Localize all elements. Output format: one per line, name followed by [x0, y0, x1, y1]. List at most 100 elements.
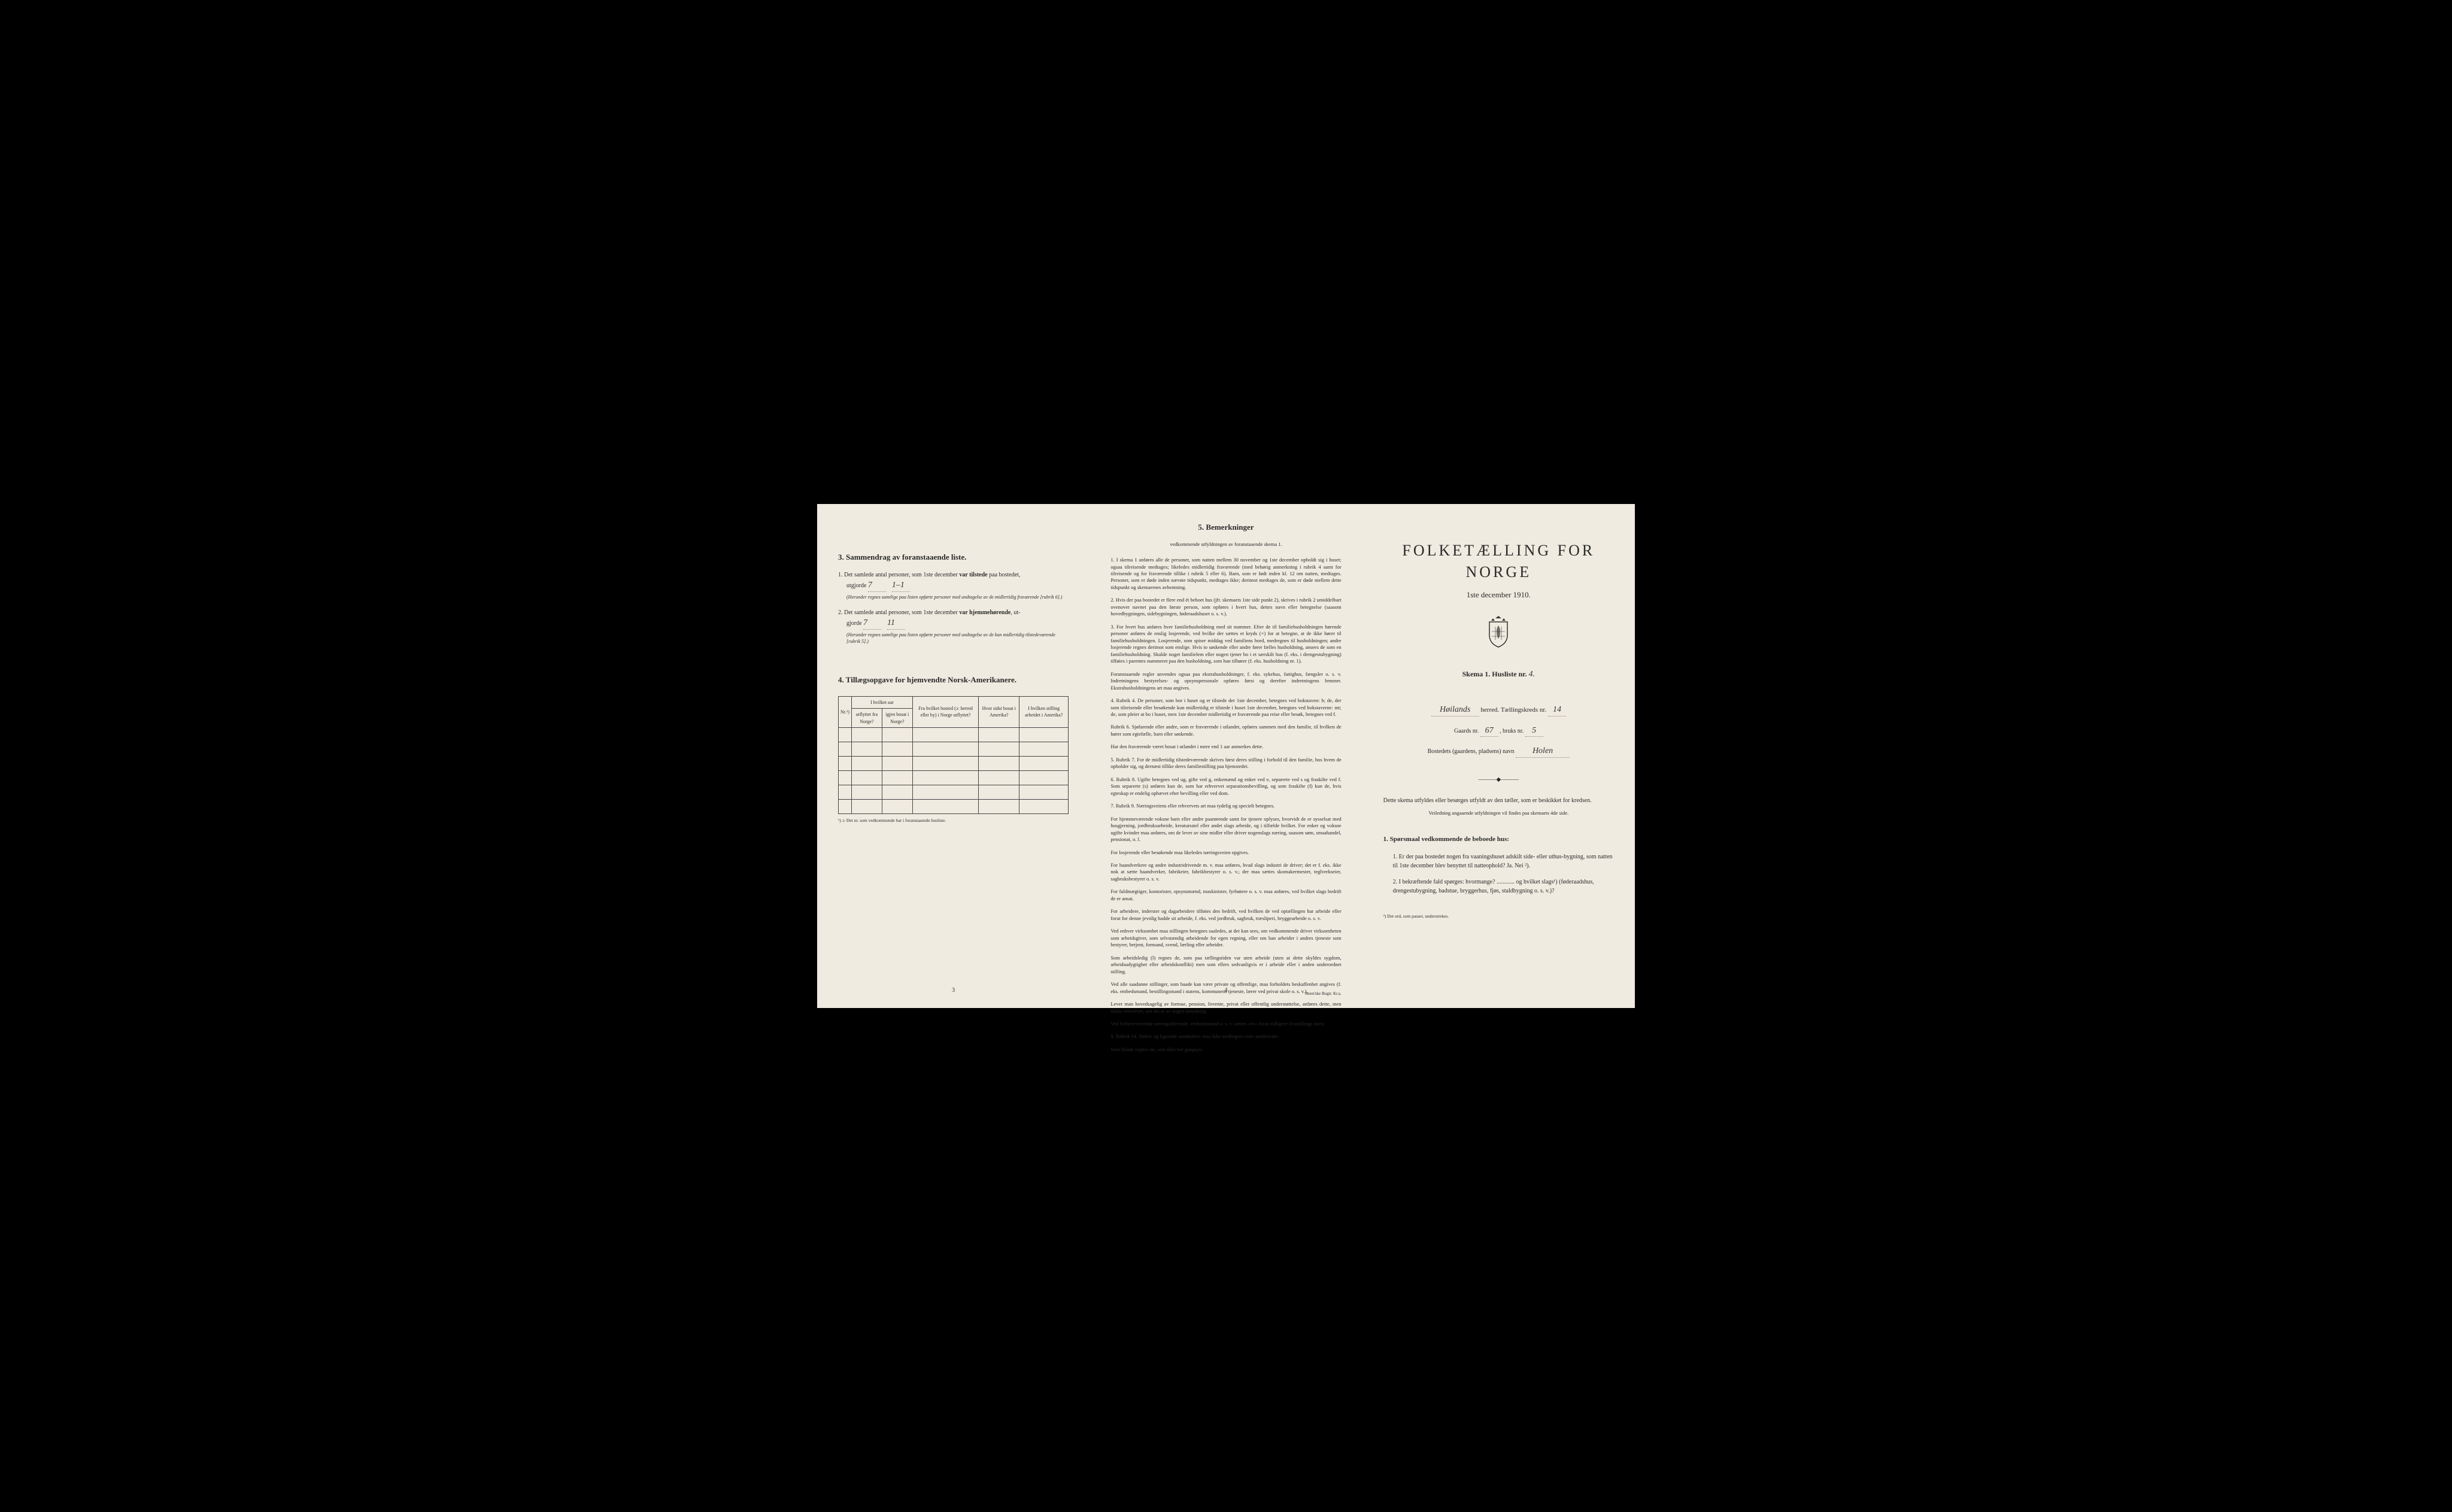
table-cell [912, 799, 978, 813]
table-row [839, 727, 1069, 742]
bruks-nr: 5 [1525, 725, 1543, 737]
table-cell [882, 727, 912, 742]
table-cell [882, 799, 912, 813]
footnote-page3: ²) Det ord, som passer, understrekes. [1383, 913, 1614, 920]
th-hvor-sidst: Hvor sidst bosat i Amerika? [979, 697, 1019, 728]
section3-title: 3. Sammendrag av foranstaaende liste. [838, 552, 1069, 563]
table-cell [1019, 785, 1069, 799]
table-cell [852, 742, 882, 756]
remark-item: For losjerende eller besøkende maa likel… [1110, 849, 1341, 856]
table-cell [979, 770, 1019, 785]
main-title: FOLKETÆLLING FOR NORGE [1383, 540, 1614, 584]
table-cell [1019, 727, 1069, 742]
table-row [839, 785, 1069, 799]
remark-item: 1. I skema 1 anføres alle de personer, s… [1110, 557, 1341, 591]
remark-item: 3. For hvert hus anføres hver familiehus… [1110, 624, 1341, 665]
gaards-line: Gaards nr. 67 , bruks nr. 5 [1383, 725, 1614, 737]
page-3: 3. Sammendrag av foranstaaende liste. 1.… [817, 504, 1090, 1008]
divider-ornament: ———◆——— [1383, 776, 1614, 784]
skema-line: Skema 1. Husliste nr. 4. [1383, 669, 1614, 681]
remark-item: Lever man hovedsagelig av formue, pensio… [1110, 1001, 1341, 1015]
table-cell [912, 785, 978, 799]
table-cell [882, 742, 912, 756]
table-cell [839, 785, 852, 799]
table-cell [979, 785, 1019, 799]
table-row [839, 756, 1069, 770]
remark-item: For haandverkere og andre industridriven… [1110, 862, 1341, 882]
question-header: 1. Spørsmaal vedkommende de beboede hus: [1383, 835, 1614, 844]
table-cell [839, 770, 852, 785]
remark-item: 6. Rubrik 8. Ugifte betegnes ved ug, gif… [1110, 776, 1341, 797]
section3-item2: 2. Det samlede antal personer, som 1ste … [838, 609, 1069, 645]
item1-note: (Herunder regnes samtlige paa listen opf… [846, 594, 1069, 600]
table-cell [979, 799, 1019, 813]
remark-item: 8. Rubrik 14. Sinker og lignende aandssl… [1110, 1033, 1341, 1040]
instruction-main: Dette skema utfyldes eller besørges utfy… [1383, 796, 1614, 805]
remark-item: For hjemmeværende voksne barn eller andr… [1110, 816, 1341, 843]
question-2: 2. I bekræftende fald spørges: hvormange… [1393, 878, 1614, 895]
table-cell [852, 785, 882, 799]
item1-handwritten-a: 7 [868, 579, 886, 592]
remark-item: For arbeidere, inderster og dagarbeidere… [1110, 908, 1341, 922]
document-spread: 3. Sammendrag av foranstaaende liste. 1.… [817, 504, 1635, 1008]
item2-note: (Herunder regnes samtlige paa listen opf… [846, 631, 1069, 645]
table-row [839, 770, 1069, 785]
printer-credit: Steen'ske Bogtr. Kr.a. [1305, 991, 1342, 997]
table-row [839, 799, 1069, 813]
section5-subtitle: vedkommende utfyldningen av foranstaaend… [1110, 541, 1341, 548]
table-cell [979, 742, 1019, 756]
herred-line: Høilands herred. Tællingskreds nr. 14 [1383, 704, 1614, 716]
remarks-list: 1. I skema 1 anføres alle de personer, s… [1110, 557, 1341, 1053]
husliste-nr: 4. [1529, 670, 1535, 679]
table-cell [882, 785, 912, 799]
item2-handwritten-b: 11 [887, 617, 905, 630]
remark-item: Foranstaaende regler anvendes ogsaa paa … [1110, 671, 1341, 691]
question-1: 1. Er der paa bostedet nogen fra vaaning… [1393, 852, 1614, 870]
th-hvilket-aar: I hvilket aar [852, 697, 913, 709]
section4-title: 4. Tillægsopgave for hjemvendte Norsk-Am… [838, 675, 1069, 685]
table-cell [839, 727, 852, 742]
coat-of-arms-icon [1383, 615, 1614, 651]
remark-item: Som arbeidsledig (l) regnes de, som paa … [1110, 955, 1341, 975]
th-utflyttet: utflyttet fra Norge? [852, 709, 882, 727]
remark-item: Ved enhver virksomhet maa stillingen bet… [1110, 928, 1341, 948]
table-cell [852, 756, 882, 770]
table-cell [1019, 742, 1069, 756]
remark-item: 2. Hvis der paa bostedet er flere end ét… [1110, 597, 1341, 617]
gaards-nr: 67 [1480, 725, 1498, 737]
table-cell [1019, 756, 1069, 770]
date-line: 1ste december 1910. [1383, 590, 1614, 600]
remark-item: Rubrik 6. Sjøfarende eller andre, som er… [1110, 724, 1341, 737]
bosted-navn: Holen [1516, 745, 1570, 758]
section4-footnote: ¹) ɔ: Det nr. som vedkommende har i fora… [838, 818, 1069, 824]
kreds-nr: 14 [1548, 704, 1566, 716]
page-number-3: 3 [952, 986, 955, 995]
th-stilling: I hvilken stilling arbeidet i Amerika? [1019, 697, 1069, 728]
remark-item: Har den fraværende været bosat i utlande… [1110, 743, 1341, 750]
page-number-4: 4 [1224, 986, 1227, 995]
remark-item: 5. Rubrik 7. For de midlertidig tilstede… [1110, 757, 1341, 770]
page-4: 5. Bemerkninger vedkommende utfyldningen… [1090, 504, 1362, 1008]
item1-handwritten-b: 1–1 [892, 579, 910, 592]
remark-item: 7. Rubrik 9. Næringsveiens eller erhverv… [1110, 803, 1341, 809]
table-cell [839, 742, 852, 756]
table-cell [882, 770, 912, 785]
table-cell [912, 770, 978, 785]
table-cell [912, 756, 978, 770]
th-fra-bosted: Fra hvilket bosted (ɔ: herred eller by) … [912, 697, 978, 728]
th-igjen: igjen bosat i Norge? [882, 709, 912, 727]
item2-handwritten-a: 7 [863, 617, 881, 630]
bosted-line: Bostedets (gaardens, pladsens) navn Hole… [1383, 745, 1614, 758]
table-cell [852, 727, 882, 742]
remark-item: Som blinde regnes de, som ikke har gangs… [1110, 1046, 1341, 1053]
th-nr: Nr.¹) [839, 697, 852, 728]
section3-item1: 1. Det samlede antal personer, som 1ste … [838, 571, 1069, 600]
tillaegs-table: Nr.¹) I hvilket aar Fra hvilket bosted (… [838, 696, 1069, 814]
table-cell [852, 770, 882, 785]
remark-item: 4. Rubrik 4. De personer, som bor i huse… [1110, 697, 1341, 718]
remark-item: For fuldmægtiger, kontorister, opsynsmæn… [1110, 888, 1341, 902]
table-cell [852, 799, 882, 813]
page-title: FOLKETÆLLING FOR NORGE 1ste december 191… [1362, 504, 1635, 1008]
instruction-sub: Veiledning angaaende utfyldningen vil fi… [1383, 810, 1614, 817]
table-cell [979, 756, 1019, 770]
